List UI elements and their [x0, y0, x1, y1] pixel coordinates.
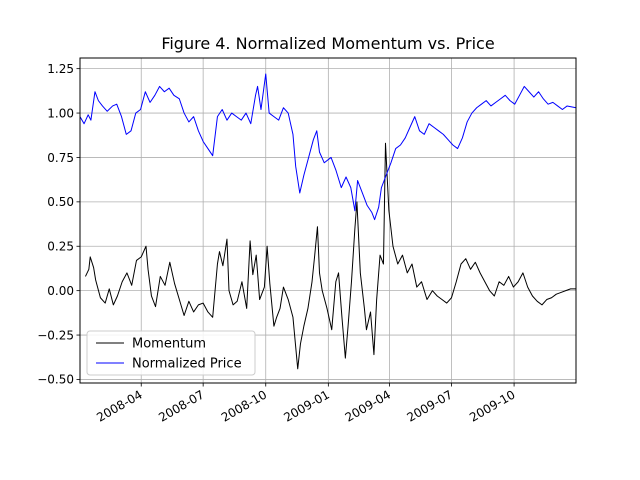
y-tick-label: −0.25	[37, 328, 74, 342]
y-tick-label: −0.50	[37, 373, 74, 387]
normalized-price-series-line	[79, 73, 577, 221]
y-tick-label: 0.50	[47, 195, 74, 209]
y-tick-label: 0.25	[47, 240, 74, 254]
y-tick-label: 1.25	[47, 62, 74, 76]
chart-title: Figure 4. Normalized Momentum vs. Price	[161, 34, 494, 53]
momentum-series-line	[84, 142, 576, 370]
legend-momentum-label: Momentum	[132, 337, 206, 352]
y-axis: −0.50 −0.25 0.00 0.25 0.50 0.75 1.00 1.25	[37, 62, 80, 387]
legend-box	[86, 330, 256, 376]
series-layer	[79, 73, 577, 370]
legend: Momentum Normalized Price	[86, 330, 256, 376]
legend-price-label: Normalized Price	[132, 357, 242, 372]
y-tick-label: 0.75	[47, 151, 74, 165]
y-tick-label: 1.00	[47, 106, 74, 120]
y-tick-label: 0.00	[47, 284, 74, 298]
